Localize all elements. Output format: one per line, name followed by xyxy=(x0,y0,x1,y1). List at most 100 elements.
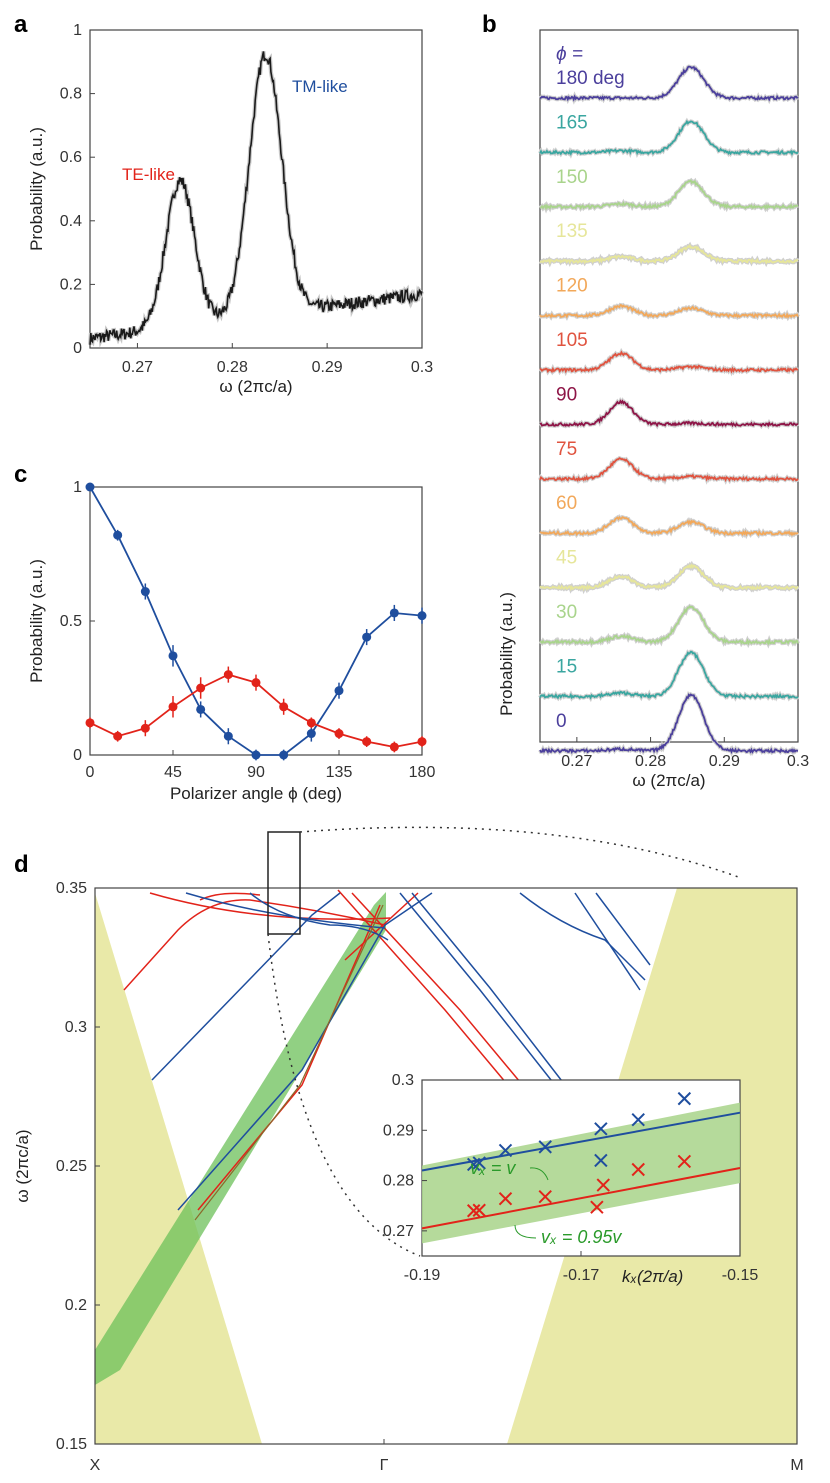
panel-d-guided-band xyxy=(194,904,384,1221)
panel-d-ytick-label: 0.3 xyxy=(65,1019,87,1036)
panel-d-te-band xyxy=(197,904,381,1211)
panel-c-xtick-label: 135 xyxy=(326,764,353,781)
panel-a-ytick-label: 0.2 xyxy=(60,276,82,293)
inset-tm-point xyxy=(677,1091,692,1106)
panel-a-ytick-label: 0.4 xyxy=(60,213,82,230)
panel-a: 0.27 0.28 0.29 0.3 0 0.2 0.4 0.6 0.8 1 TE-like TM… xyxy=(27,22,433,396)
panel-b-trace xyxy=(539,563,799,592)
panel-b-trace-label: 45 xyxy=(556,548,577,569)
inset-te-point xyxy=(472,1203,486,1217)
inset-xlabel: kₓ(2π/a) xyxy=(622,1267,683,1286)
panel-d-ytick-label: 0.35 xyxy=(56,880,87,897)
panel-c-data-point xyxy=(113,530,123,540)
panel-c-data-point xyxy=(334,686,344,696)
inset-tm-point-stroke xyxy=(498,1143,513,1158)
panel-c-data-point xyxy=(140,587,150,597)
panel-a-xlabel: ω (2πc/a) xyxy=(219,377,292,396)
panel-a-probability-curve xyxy=(89,51,423,345)
panel-c-data-point xyxy=(223,731,233,741)
panel-c-xtick-label: 90 xyxy=(247,764,265,781)
panel-a-te-label: TE-like xyxy=(122,165,175,184)
panel-c-data-point xyxy=(196,683,206,693)
panel-c-data-point xyxy=(168,702,178,712)
panel-b-trace xyxy=(539,457,799,483)
inset-te-point xyxy=(498,1191,513,1206)
inset-tm-point xyxy=(538,1140,552,1154)
inset-tm-point xyxy=(594,1153,608,1168)
panel-d-te-band xyxy=(123,899,386,991)
panel-c-data-point xyxy=(306,729,316,739)
panel-c-data-point xyxy=(251,750,261,760)
panel-b-trace xyxy=(539,650,799,700)
panel-c-data-point xyxy=(168,651,178,661)
panel-c-data-point xyxy=(279,702,289,712)
panel-d: 0.150.20.250.30.35X Γ M ω (2πc/a) -0.19 -0.… xyxy=(13,826,804,1474)
panel-a-xtick-label: 0.29 xyxy=(312,359,343,376)
panel-b-trace-label: 60 xyxy=(556,493,577,514)
panel-d-zoom-box xyxy=(267,831,301,935)
panel-d-ytick-label: 0.15 xyxy=(56,1436,87,1453)
inset-te-point xyxy=(538,1189,552,1204)
panel-b-trace xyxy=(539,119,799,157)
inset-tm-point xyxy=(594,1122,608,1136)
panel-d-zoom-guide-top xyxy=(299,826,742,879)
inset-ytick-label: 0.28 xyxy=(383,1173,414,1190)
panel-c-data-point xyxy=(417,737,427,747)
inset-te-point-stroke xyxy=(466,1204,481,1218)
panel-b-xtick-label: 0.3 xyxy=(787,753,809,770)
panel-b-trace-label: 165 xyxy=(556,112,588,133)
panel-c-series-line xyxy=(89,486,423,756)
panel-a-ylabel: Probability (a.u.) xyxy=(27,127,46,251)
panel-b-trace-label: 15 xyxy=(556,656,577,677)
panel-b-trace-label: 180 deg xyxy=(556,68,625,89)
inset-tm-point-stroke xyxy=(594,1153,608,1168)
panel-b-trace-label: 105 xyxy=(556,330,588,351)
inset-te-point-stroke xyxy=(538,1189,552,1204)
inset-te-point-stroke xyxy=(498,1191,513,1206)
panel-c-xtick-label: 0 xyxy=(86,764,95,781)
panel-b-xtick-label: 0.28 xyxy=(635,753,666,770)
inset-tm-point-stroke xyxy=(472,1156,486,1170)
panel-b-trace-error-band xyxy=(539,396,799,430)
inset-line-label-vx-v: vₓ = v xyxy=(470,1158,516,1178)
inset-te-point-stroke xyxy=(472,1203,486,1217)
panel-c-data-point xyxy=(85,718,95,728)
panel-c: 0 45 90 135 180 0 0.5 1 Polarizer angle ϕ (deg)… xyxy=(27,479,435,803)
panel-b: 0.27 0.28 0.29 0.3 180 deg16515013512010590… xyxy=(497,29,809,790)
inset-tm-point-stroke xyxy=(631,1113,645,1127)
panel-a-xtick-label: 0.3 xyxy=(411,359,433,376)
inset-pointer-upper xyxy=(529,1167,549,1181)
inset-band xyxy=(422,1102,740,1244)
inset-te-point-stroke xyxy=(631,1162,645,1177)
inset-xtick-label: -0.19 xyxy=(404,1267,441,1284)
panel-c-data-point xyxy=(140,723,150,733)
inset-tm-point-stroke xyxy=(538,1140,552,1154)
inset-te-point xyxy=(596,1178,610,1192)
panel-c-data-point xyxy=(223,670,233,680)
panel-b-trace xyxy=(539,605,799,646)
panel-c-data-point xyxy=(279,750,289,760)
panel-d-tm-band xyxy=(595,892,651,966)
inset-te-point xyxy=(590,1200,604,1214)
panel-d-te-band xyxy=(351,892,536,1101)
panel-a-frame xyxy=(89,29,423,349)
panel-d-xtick-label: M xyxy=(790,1457,803,1474)
panel-b-trace-label: 150 xyxy=(556,167,588,188)
inset-ytick-label: 0.29 xyxy=(383,1122,414,1139)
panel-c-ytick-label: 1 xyxy=(73,479,82,496)
panel-letter-b: b xyxy=(482,11,497,38)
panel-b-trace xyxy=(539,65,799,102)
panel-d-tm-band xyxy=(411,892,566,1086)
panel-a-ytick-label: 0.8 xyxy=(60,86,82,103)
panel-letter-d: d xyxy=(14,851,29,878)
panel-c-data-point xyxy=(306,718,316,728)
inset-te-fit-line xyxy=(421,1167,741,1230)
panel-b-trace-label: 120 xyxy=(556,276,588,297)
inset-pointer-lower xyxy=(514,1224,537,1239)
panel-a-tm-label: TM-like xyxy=(292,77,348,96)
inset-line-label-vx-095v: vₓ = 0.95v xyxy=(541,1227,622,1247)
panel-b-legend-title: ϕ = xyxy=(556,44,583,65)
panel-d-tm-band xyxy=(177,892,433,1211)
inset-tm-point-stroke xyxy=(594,1122,608,1136)
panel-b-xtick-label: 0.27 xyxy=(561,753,592,770)
